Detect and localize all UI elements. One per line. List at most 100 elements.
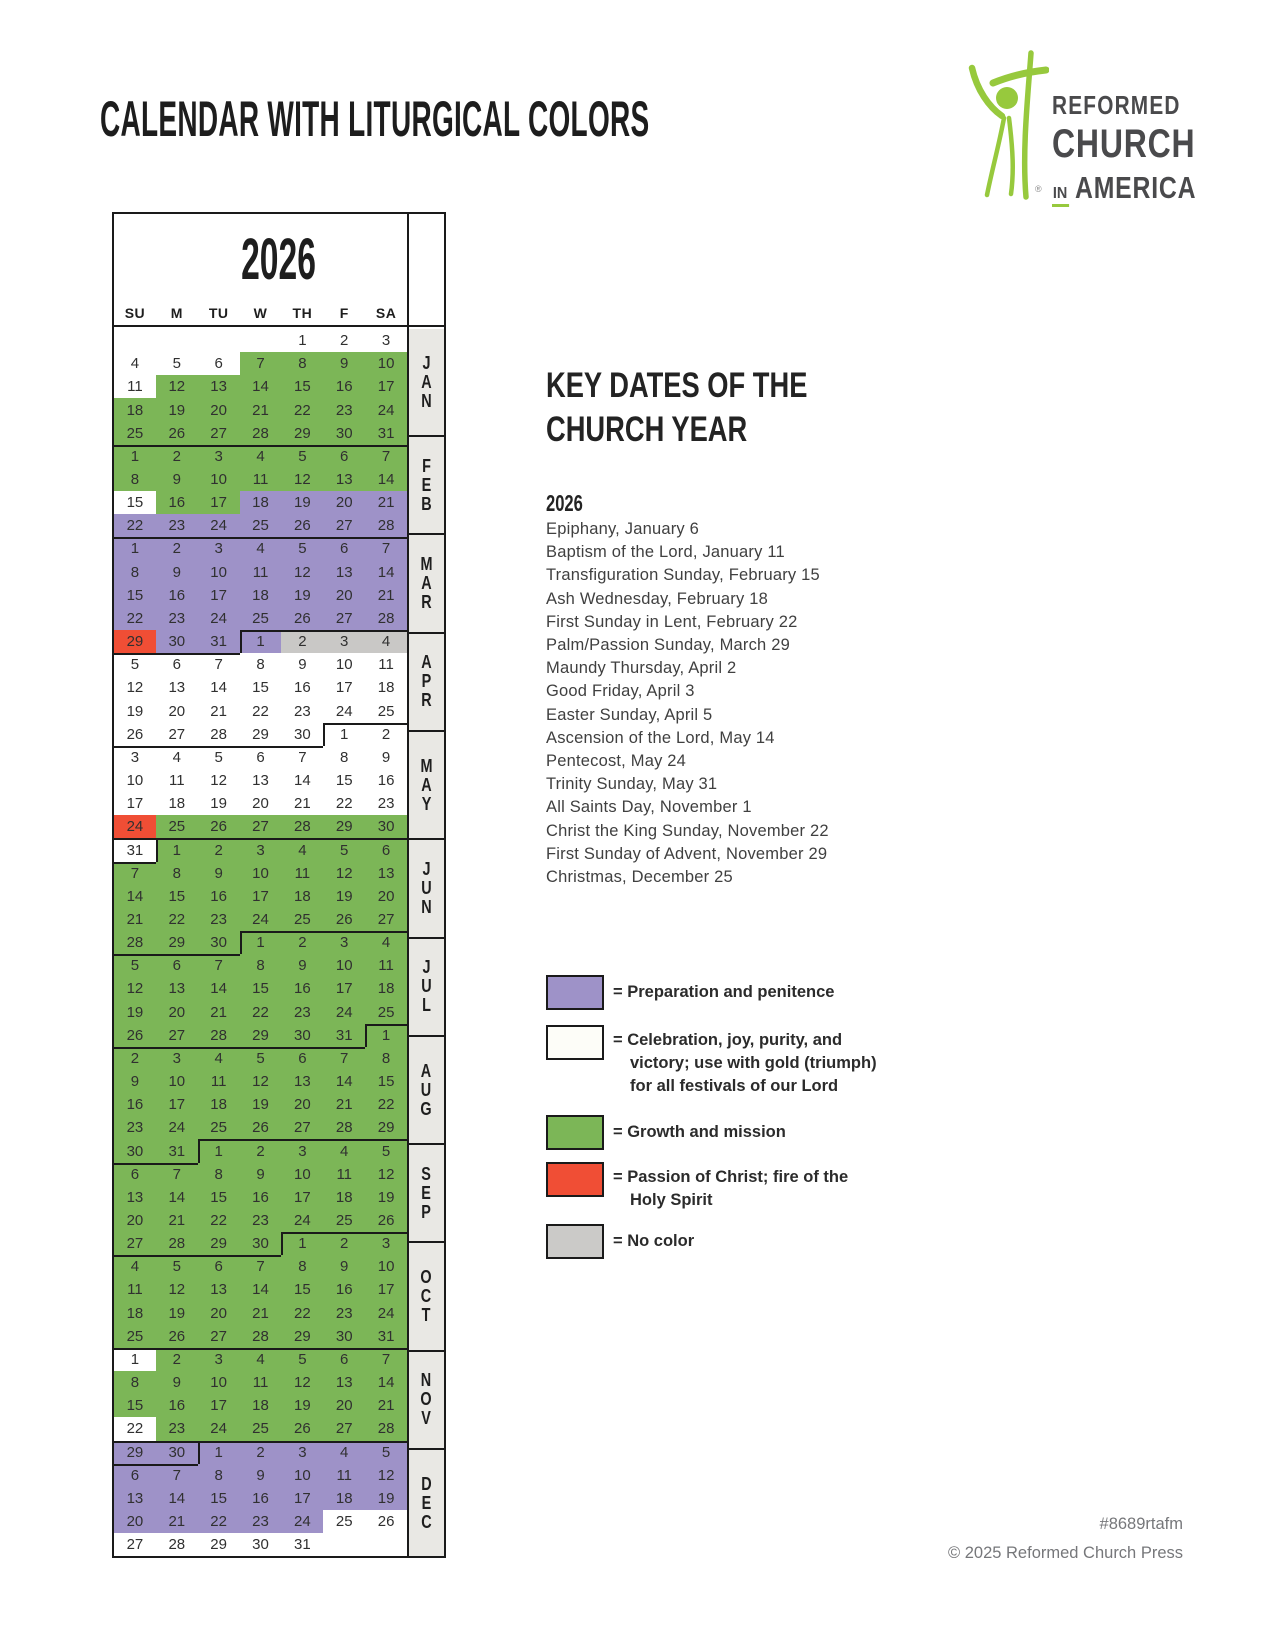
day-cell: 31	[365, 1324, 408, 1348]
day-cell: 12	[281, 560, 324, 584]
day-cell: 6	[197, 352, 240, 376]
day-cell: 1	[365, 1023, 408, 1047]
day-cell: 1	[197, 1440, 240, 1464]
day-cell: 10	[281, 1162, 324, 1186]
day-cell: 21	[197, 699, 240, 723]
day-cell: 19	[281, 583, 324, 607]
calendar-week-row: 5 6 7 8 9 10 11	[114, 954, 408, 978]
day-cell: 24	[197, 514, 240, 538]
day-cell: 30	[365, 815, 408, 839]
day-cell: 7	[114, 861, 156, 885]
logo-line-in-america: IN AMERICA	[1052, 170, 1231, 207]
day-cell: 5	[197, 745, 240, 769]
day-cell: 6	[114, 1463, 156, 1487]
day-cell: 28	[239, 421, 282, 445]
day-cell: 21	[365, 583, 408, 607]
day-cell: 13	[323, 560, 366, 584]
day-cell: 19	[197, 792, 240, 816]
day-cell: 11	[114, 375, 156, 399]
day-cell: 14	[114, 884, 156, 908]
day-cell: 20	[365, 884, 408, 908]
calendar-week-row: 19 20 21 22 23 24 25	[114, 1000, 408, 1024]
day-cell: 16	[197, 884, 240, 908]
key-date-item: First Sunday of Advent, November 29	[546, 844, 828, 863]
day-cell: 16	[281, 676, 324, 700]
day-cell: 28	[239, 1324, 282, 1348]
day-cell: 28	[197, 1023, 240, 1047]
day-cell: 7	[239, 1255, 282, 1279]
day-cell: 16	[239, 1185, 282, 1209]
day-cell: 18	[365, 676, 408, 700]
calendar-week-row: 11 12 13 14 15 16 17	[114, 375, 408, 399]
day-cell: 21	[239, 398, 282, 422]
calendar-week-row: 11 12 13 14 15 16 17	[114, 1278, 408, 1302]
day-cell: 13	[114, 1486, 156, 1510]
legend-label-line: Holy Spirit	[630, 1191, 713, 1209]
day-cell: 1	[281, 329, 324, 353]
day-cell: 25	[114, 1324, 156, 1348]
day-cell: 9	[114, 1070, 156, 1094]
legend-label-line: = Growth and mission	[613, 1123, 786, 1141]
day-cell: 3	[197, 537, 240, 561]
day-cell: 19	[323, 884, 366, 908]
day-cell: 29	[114, 1440, 156, 1464]
legend-swatch-growth	[546, 1115, 604, 1150]
day-cell: 11	[239, 467, 282, 492]
day-cell: 25	[239, 1417, 282, 1441]
day-cell: 8	[239, 954, 282, 978]
day-cell: 18	[281, 884, 324, 908]
day-cell: 18	[239, 1394, 282, 1418]
day-cell: 21	[239, 1301, 282, 1325]
day-cell: 12	[365, 1162, 408, 1186]
day-cell: 18	[197, 1093, 240, 1117]
day-cell: 11	[155, 768, 198, 793]
day-of-week-label: M	[170, 305, 183, 321]
day-cell: 4	[323, 1139, 366, 1163]
day-cell: 14	[323, 1070, 366, 1094]
footer-copyright: © 2025 Reformed Church Press	[947, 1543, 1183, 1562]
day-cell: 21	[365, 491, 408, 515]
day-cell: 6	[323, 444, 366, 468]
day-cell: 13	[197, 1278, 240, 1302]
calendar-week-row: 24 25 26 27 28 29 30	[114, 815, 408, 839]
day-cell: 2	[155, 537, 198, 561]
day-cell: 18	[155, 792, 198, 816]
day-cell: 2	[197, 838, 240, 862]
calendar-week-row: 9 10 11 12 13 14 15	[114, 1070, 408, 1094]
day-cell: 14	[155, 1185, 198, 1209]
day-cell: 2	[281, 630, 324, 654]
day-cell: 9	[281, 954, 324, 978]
day-cell: 29	[365, 1116, 408, 1140]
day-cell: 17	[197, 583, 240, 607]
calendar-week-row: 5 6 7 8 9 10 11	[114, 653, 408, 677]
day-cell: 3	[323, 630, 366, 654]
day-cell: 6	[114, 1162, 156, 1186]
legend-label-growth: = Growth and mission	[613, 1121, 786, 1144]
day-cell: 4	[239, 444, 282, 468]
day-cell: 7	[365, 537, 408, 561]
day-cell: 30	[114, 1139, 156, 1163]
calendar-week-row: 26 27 28 29 30 31 1	[114, 1023, 408, 1047]
day-cell: 24	[281, 1509, 324, 1534]
key-date-item: Ash Wednesday, February 18	[546, 589, 768, 608]
day-cell: 1	[239, 931, 282, 955]
day-of-week-label: W	[253, 305, 268, 321]
footer-code: #8689rtafm	[1099, 1515, 1183, 1533]
key-dates-heading-line2: CHURCH YEAR	[546, 410, 748, 449]
day-cell: 24	[114, 815, 156, 839]
day-cell: 22	[155, 907, 198, 932]
day-cell: 23	[239, 1208, 282, 1233]
day-cell: 13	[323, 467, 366, 492]
day-cell: 22	[323, 792, 366, 816]
day-cell: 19	[155, 1301, 198, 1325]
day-of-week-label: TH	[292, 305, 313, 321]
day-cell: 10	[197, 467, 240, 492]
day-cell: 7	[155, 1162, 198, 1186]
day-cell: 25	[365, 699, 408, 723]
